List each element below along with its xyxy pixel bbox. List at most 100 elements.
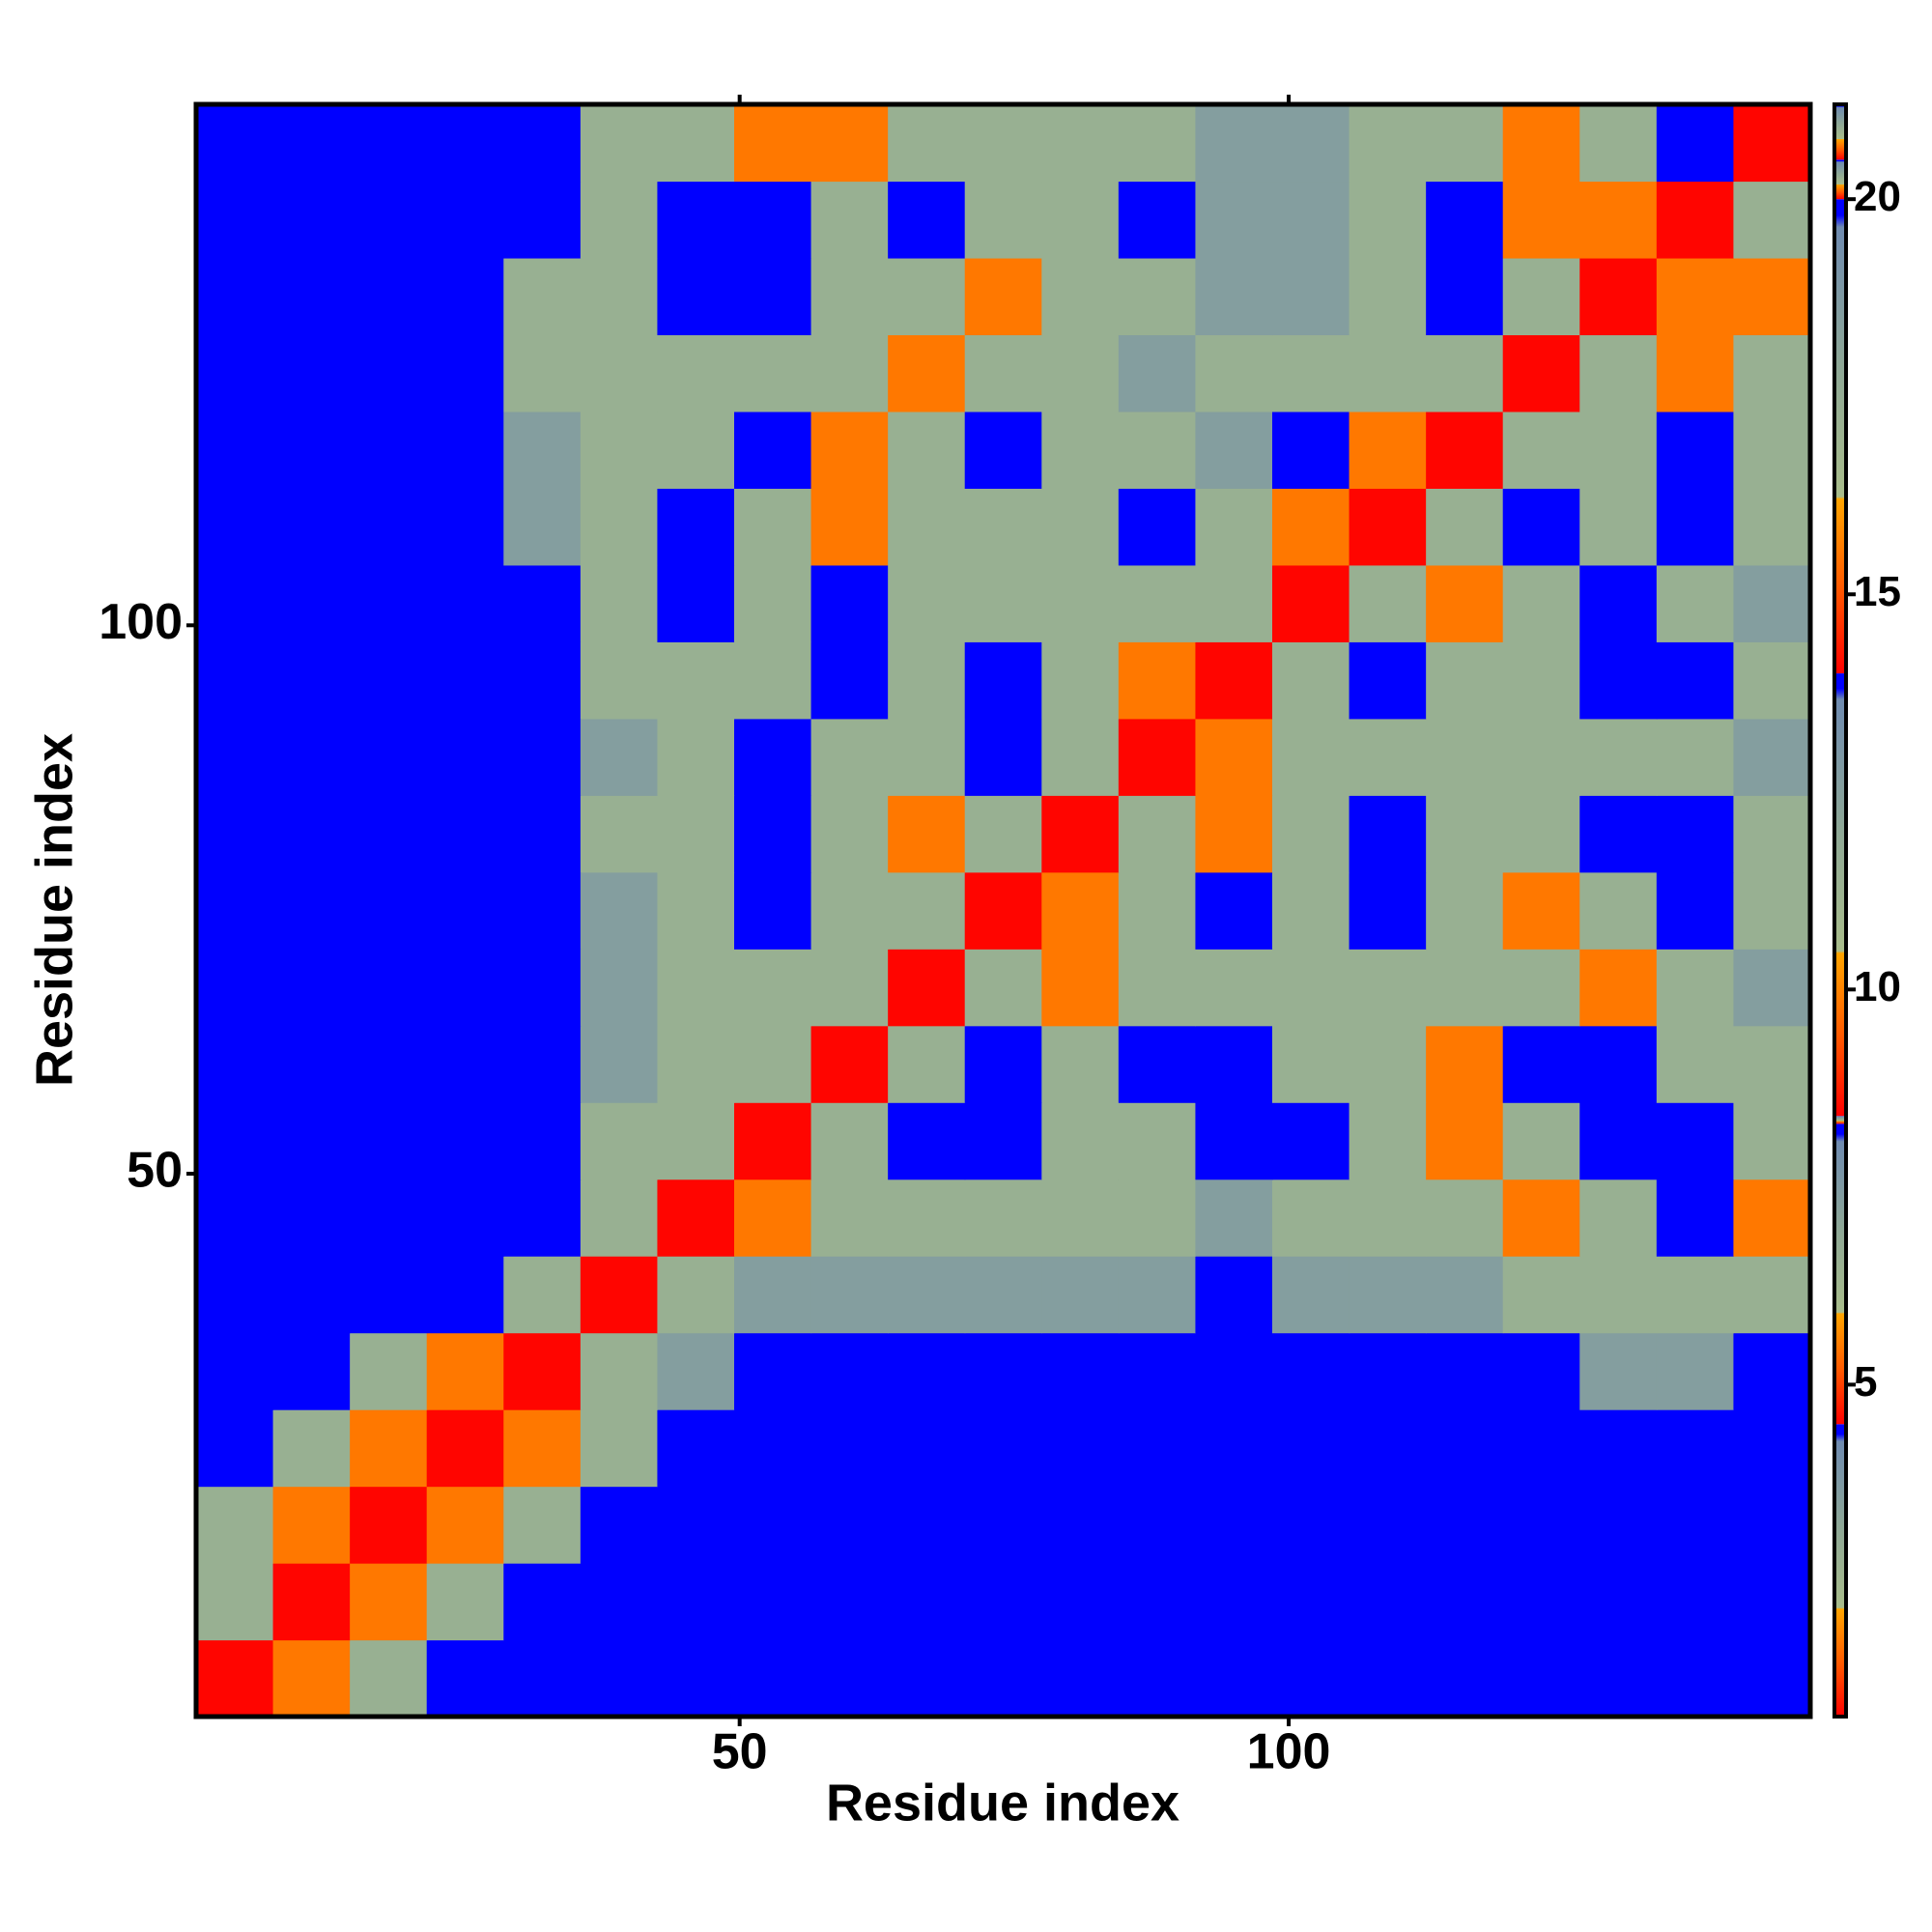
- heatmap-cell: [734, 104, 812, 183]
- heatmap-cell: [1733, 1486, 1811, 1564]
- colorbar-tick-label: 15: [1854, 568, 1901, 615]
- heatmap-cell: [810, 1102, 889, 1180]
- heatmap-cell: [1041, 334, 1120, 412]
- heatmap-cell: [196, 1486, 274, 1564]
- heatmap-cell: [1041, 411, 1120, 489]
- heatmap-cell: [964, 949, 1042, 1027]
- heatmap-cell: [503, 1025, 582, 1103]
- heatmap-cell: [1426, 1256, 1504, 1334]
- heatmap-cell: [1733, 411, 1811, 489]
- heatmap-cell: [503, 1102, 582, 1180]
- heatmap-cell: [580, 181, 659, 259]
- heatmap-cell: [1349, 1332, 1427, 1410]
- heatmap-cell: [580, 1179, 659, 1257]
- heatmap-cell: [1272, 1563, 1350, 1641]
- heatmap-cell: [1656, 1332, 1735, 1410]
- heatmap-cell: [810, 1563, 889, 1641]
- heatmap-cell: [503, 1563, 582, 1641]
- heatmap-cell: [272, 949, 351, 1027]
- heatmap-cell: [272, 1486, 351, 1564]
- heatmap-cell: [657, 795, 735, 873]
- heatmap-cell: [1502, 257, 1580, 336]
- heatmap-cell: [1502, 1409, 1580, 1488]
- heatmap-cell: [196, 1179, 274, 1257]
- heatmap-cell: [1118, 718, 1197, 796]
- heatmap-cell: [1041, 1563, 1120, 1641]
- heatmap-cell: [503, 564, 582, 642]
- heatmap-cell: [810, 1332, 889, 1410]
- heatmap-cell: [1656, 104, 1735, 183]
- heatmap-cell: [964, 1102, 1042, 1180]
- heatmap-cell: [734, 949, 812, 1027]
- heatmap-cell: [1656, 1639, 1735, 1718]
- colorbar-segment: [1834, 104, 1846, 160]
- colorbar-tick-label: 10: [1854, 963, 1901, 1010]
- colorbar-segment: [1834, 159, 1846, 200]
- heatmap-cell: [1426, 949, 1504, 1027]
- heatmap-cell: [657, 1563, 735, 1641]
- heatmap-cell: [1656, 488, 1735, 566]
- heatmap-cell: [1502, 1102, 1580, 1180]
- heatmap-cell: [272, 411, 351, 489]
- heatmap-cell: [503, 1409, 582, 1488]
- heatmap-cell: [1041, 718, 1120, 796]
- heatmap-cell: [1426, 1332, 1504, 1410]
- heatmap-cell: [810, 488, 889, 566]
- heatmap-cell: [888, 1332, 966, 1410]
- heatmap-cell: [964, 411, 1042, 489]
- heatmap-cell: [1272, 1639, 1350, 1718]
- heatmap-cell: [888, 795, 966, 873]
- heatmap-cell: [1041, 1409, 1120, 1488]
- heatmap-cell: [426, 488, 504, 566]
- heatmap-cell: [888, 411, 966, 489]
- heatmap-cell: [1502, 104, 1580, 183]
- heatmap-cell: [1272, 641, 1350, 720]
- heatmap-cell: [810, 1256, 889, 1334]
- heatmap-cell: [1349, 718, 1427, 796]
- heatmap-cell: [734, 1179, 812, 1257]
- heatmap-cell: [1349, 1025, 1427, 1103]
- heatmap-cell: [1041, 1256, 1120, 1334]
- heatmap-cell: [1349, 257, 1427, 336]
- heatmap-cell: [426, 1409, 504, 1488]
- heatmap-cell: [888, 181, 966, 259]
- heatmap-cell: [1579, 488, 1658, 566]
- heatmap-cell: [734, 871, 812, 950]
- heatmap-cell: [272, 871, 351, 950]
- heatmap-cell: [1426, 104, 1504, 183]
- heatmap-cell: [964, 718, 1042, 796]
- heatmap-cell: [1656, 795, 1735, 873]
- heatmap-cell: [350, 1409, 428, 1488]
- heatmap-cell: [1195, 1639, 1273, 1718]
- heatmap-cell: [1349, 1639, 1427, 1718]
- heatmap-cell: [426, 1563, 504, 1641]
- heatmap-cell: [1195, 257, 1273, 336]
- heatmap-cell: [196, 795, 274, 873]
- heatmap-cell: [1502, 1486, 1580, 1564]
- heatmap-cell: [1349, 334, 1427, 412]
- heatmap-cell: [350, 334, 428, 412]
- heatmap-cell: [888, 564, 966, 642]
- heatmap-cell: [1733, 718, 1811, 796]
- colorbar-segment: [1834, 1424, 1846, 1717]
- heatmap-cell: [1733, 181, 1811, 259]
- heatmap-cell: [196, 411, 274, 489]
- heatmap-cell: [1272, 104, 1350, 183]
- heatmap-cell: [657, 1332, 735, 1410]
- heatmap-cell: [1272, 181, 1350, 259]
- heatmap-cell: [1195, 1332, 1273, 1410]
- heatmap-cell: [580, 257, 659, 336]
- heatmap-cell: [888, 1639, 966, 1718]
- heatmap-cell: [888, 1025, 966, 1103]
- heatmap-cell: [196, 334, 274, 412]
- heatmap-cell: [426, 1486, 504, 1564]
- heatmap-cell: [734, 1409, 812, 1488]
- heatmap-cell: [964, 1332, 1042, 1410]
- heatmap-cell: [1349, 949, 1427, 1027]
- heatmap-cell: [1502, 1256, 1580, 1334]
- heatmap-cell: [272, 1563, 351, 1641]
- heatmap-cell: [1656, 641, 1735, 720]
- heatmap-cell: [1349, 411, 1427, 489]
- heatmap-cell: [1041, 1332, 1120, 1410]
- heatmap-cell: [1733, 564, 1811, 642]
